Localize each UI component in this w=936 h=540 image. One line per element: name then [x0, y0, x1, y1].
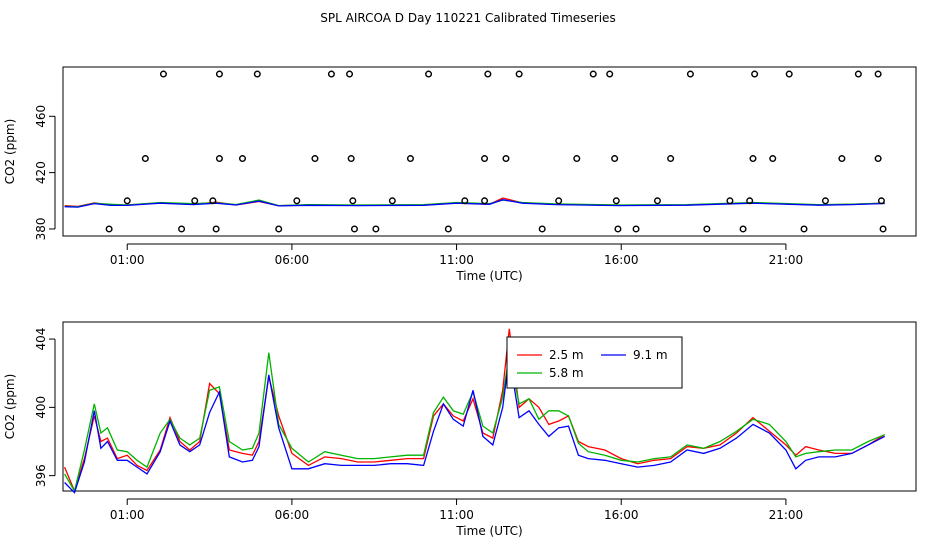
sample-point — [573, 155, 581, 163]
x-tick-label: 06:00 — [275, 253, 310, 267]
sample-point — [538, 225, 546, 233]
sample-point — [346, 70, 354, 78]
x-tick-label: 01:00 — [110, 253, 145, 267]
sample-point — [372, 225, 380, 233]
sample-point — [238, 155, 246, 163]
sample-point — [589, 70, 597, 78]
sample-point — [347, 155, 355, 163]
panel-bottom-lines: 01:00 06:00 11:00 16:00 21:00 Time (UTC) 396 40… — [3, 321, 917, 538]
y-tick-label: 404 — [34, 328, 48, 351]
x-tick-label: 11:00 — [439, 253, 474, 267]
sample-point — [726, 197, 734, 205]
sample-point — [123, 197, 131, 205]
sample-point — [481, 155, 489, 163]
x-tick-label: 16:00 — [604, 253, 639, 267]
x-axis-label: Time (UTC) — [455, 524, 522, 538]
series-line-2-5-m — [63, 328, 886, 493]
sample-point — [311, 155, 319, 163]
x-tick-label: 06:00 — [275, 508, 310, 522]
sample-point — [821, 197, 829, 205]
panel-top-scatter: 01:00 06:00 11:00 16:00 21:00 Time (UTC) 380 42… — [3, 66, 917, 283]
y-tick-label: 400 — [34, 396, 48, 419]
sample-point — [502, 155, 510, 163]
sample-point — [746, 197, 754, 205]
sample-point — [769, 155, 777, 163]
sample-point — [614, 225, 622, 233]
legend-label: 2.5 m — [549, 348, 584, 362]
sample-point — [838, 155, 846, 163]
sample-point — [191, 197, 199, 205]
series-line-blue — [64, 199, 885, 208]
x-tick-label: 01:00 — [110, 508, 145, 522]
sample-point — [612, 197, 620, 205]
sample-point — [349, 197, 357, 205]
sample-point — [215, 155, 223, 163]
legend-label: 5.8 m — [549, 366, 584, 380]
sample-point — [632, 225, 640, 233]
y-axis-label: CO2 (ppm) — [3, 119, 17, 185]
sample-point — [293, 197, 301, 205]
sample-point — [425, 70, 433, 78]
y-tick-label: 460 — [34, 105, 48, 128]
sample-point — [159, 70, 167, 78]
x-tick-label: 21:00 — [769, 253, 804, 267]
y-tick-label: 396 — [34, 464, 48, 487]
sample-point — [751, 70, 759, 78]
legend: 2.5 m 5.8 m 9.1 m — [506, 336, 683, 389]
legend-box — [506, 336, 683, 389]
sample-point — [141, 155, 149, 163]
sample-point — [854, 70, 862, 78]
sample-point — [444, 225, 452, 233]
sample-point — [667, 155, 675, 163]
sample-point — [785, 70, 793, 78]
sample-point — [800, 225, 808, 233]
y-tick-label: 380 — [34, 218, 48, 241]
x-axis-label: Time (UTC) — [455, 269, 522, 283]
sample-point — [874, 70, 882, 78]
series-line-9-1-m — [64, 355, 885, 494]
sample-point — [350, 225, 358, 233]
sample-point — [209, 197, 217, 205]
sample-point — [703, 225, 711, 233]
sample-point — [686, 70, 694, 78]
plot-frame — [62, 321, 917, 492]
plot-frame — [62, 66, 917, 237]
sample-point — [212, 225, 220, 233]
sample-point — [515, 70, 523, 78]
sample-point — [555, 197, 563, 205]
sample-point — [749, 155, 757, 163]
series-line-5-8-m — [64, 352, 885, 493]
sample-point — [606, 70, 614, 78]
legend-label: 9.1 m — [633, 348, 668, 362]
sample-point — [406, 155, 414, 163]
y-axis-label: CO2 (ppm) — [3, 374, 17, 440]
x-tick-label: 11:00 — [439, 508, 474, 522]
sample-point — [178, 225, 186, 233]
sample-point — [879, 225, 887, 233]
x-tick-label: 21:00 — [769, 508, 804, 522]
sample-point — [105, 225, 113, 233]
sample-point — [481, 197, 489, 205]
sample-point — [653, 197, 661, 205]
x-tick-label: 16:00 — [604, 508, 639, 522]
sample-point — [327, 70, 335, 78]
sample-point — [388, 197, 396, 205]
figure-title: SPL AIRCOA D Day 110221 Calibrated Times… — [320, 11, 615, 25]
y-tick-label: 420 — [34, 161, 48, 184]
sample-point — [461, 197, 469, 205]
sample-point — [215, 70, 223, 78]
sample-point — [484, 70, 492, 78]
sample-point — [877, 197, 885, 205]
sample-point — [275, 225, 283, 233]
sample-point — [611, 155, 619, 163]
sample-point — [874, 155, 882, 163]
sample-point — [253, 70, 261, 78]
sample-point — [739, 225, 747, 233]
